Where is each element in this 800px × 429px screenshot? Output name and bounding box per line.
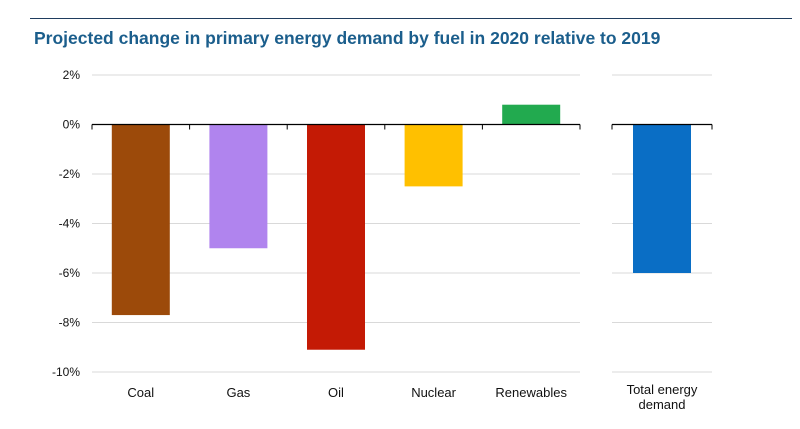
y-tick-labels: 2% 0% -2% -4% -6% -8% -10% [52, 68, 80, 379]
axes [91, 123, 713, 130]
category-label: Gas [226, 385, 250, 400]
category-label: demand [639, 397, 686, 412]
bars [111, 104, 691, 350]
y-tick-label: 0% [63, 118, 81, 132]
grid-lines-total [612, 74, 712, 373]
category-label: Renewables [495, 385, 567, 400]
bar-nuclear [404, 124, 463, 187]
bar-renewables [502, 104, 561, 125]
category-labels: Coal Gas Oil Nuclear Renewables Total energyd… [127, 382, 697, 412]
category-label: Coal [127, 385, 154, 400]
y-tick-label: 2% [63, 68, 81, 82]
category-label: Oil [328, 385, 344, 400]
bar-coal [111, 124, 170, 316]
chart-title: Projected change in primary energy deman… [34, 28, 661, 48]
y-tick-label: -2% [59, 167, 81, 181]
y-tick-label: -6% [59, 266, 81, 280]
y-tick-label: -8% [59, 316, 81, 330]
bar-gas [209, 124, 268, 249]
category-label: Nuclear [411, 385, 456, 400]
bar-oil [307, 124, 365, 350]
bar-total-energy-demand [633, 124, 691, 273]
category-label: Total energy [627, 382, 698, 397]
y-tick-label: -10% [52, 365, 80, 379]
title-rule [30, 18, 792, 19]
y-tick-label: -4% [59, 217, 81, 231]
